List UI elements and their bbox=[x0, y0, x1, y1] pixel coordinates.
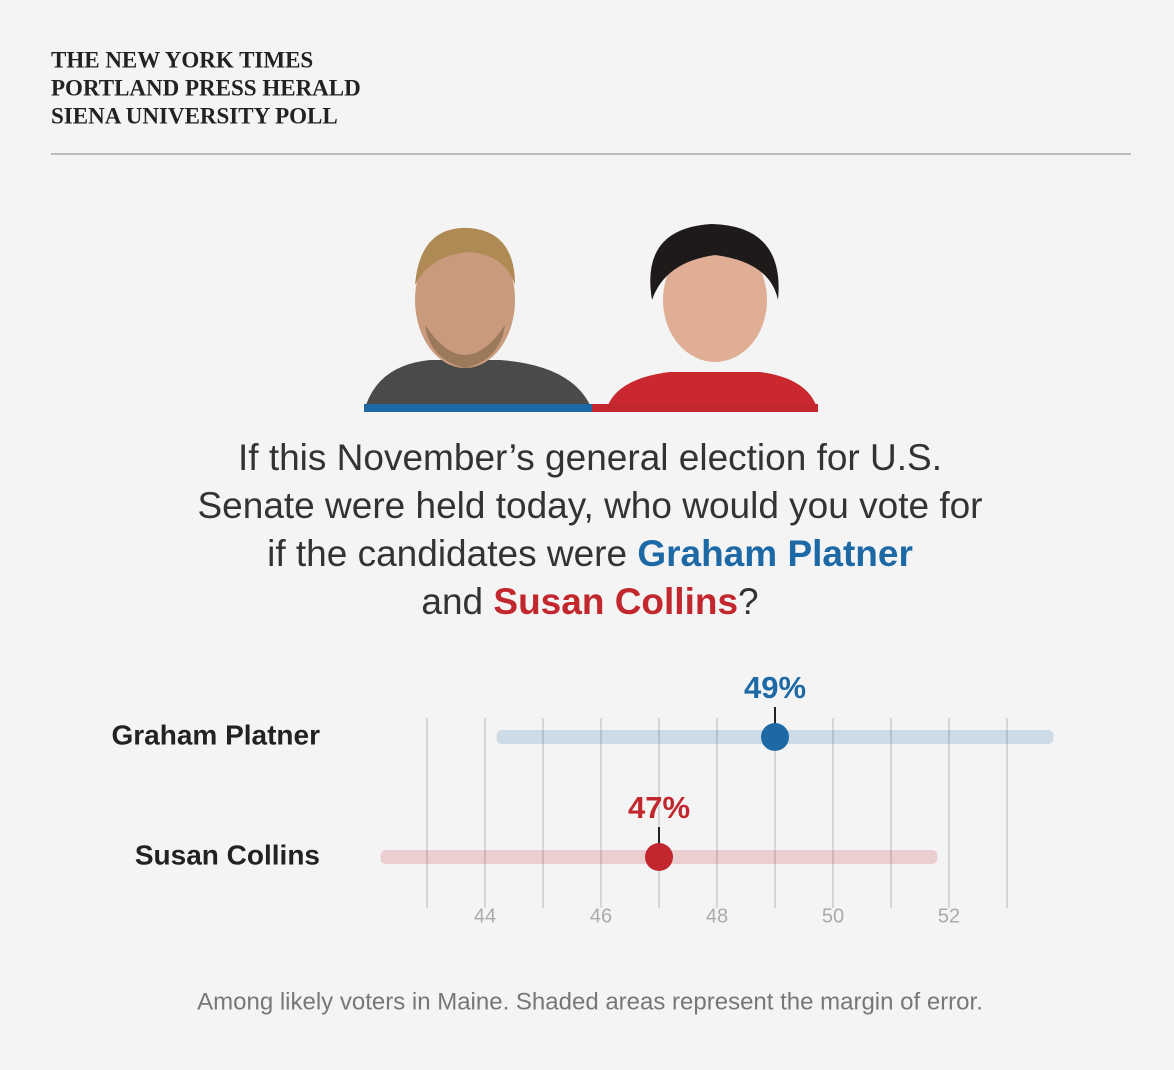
question-text: If this November’s general election for … bbox=[197, 437, 983, 574]
candidate-underline bbox=[364, 404, 592, 412]
header-line: SIENA UNIVERSITY POLL bbox=[51, 103, 338, 128]
header-line: THE NEW YORK TIMES bbox=[51, 47, 313, 72]
row-label: Graham Platner bbox=[111, 719, 320, 750]
x-tick-label: 44 bbox=[474, 905, 496, 927]
question-text: ? bbox=[738, 581, 759, 622]
value-label: 49% bbox=[744, 670, 806, 705]
x-tick-label: 52 bbox=[938, 905, 960, 927]
question-text: and bbox=[421, 581, 484, 622]
question: If this November’s general election for … bbox=[190, 434, 990, 626]
row-label: Susan Collins bbox=[135, 839, 320, 870]
candidate-photo bbox=[608, 224, 816, 405]
x-tick-label: 50 bbox=[822, 905, 844, 927]
candidate-name: Graham Platner bbox=[637, 533, 913, 574]
footnote: Among likely voters in Maine. Shaded are… bbox=[197, 988, 983, 1015]
candidate-name: Susan Collins bbox=[493, 581, 739, 622]
value-label: 47% bbox=[628, 790, 690, 825]
candidate-underline bbox=[592, 404, 818, 412]
dot bbox=[645, 843, 673, 871]
header-line: PORTLAND PRESS HERALD bbox=[51, 75, 361, 100]
x-tick-label: 46 bbox=[590, 905, 612, 927]
candidate-photo bbox=[366, 227, 590, 405]
dot bbox=[761, 723, 789, 751]
x-tick-label: 48 bbox=[706, 905, 728, 927]
